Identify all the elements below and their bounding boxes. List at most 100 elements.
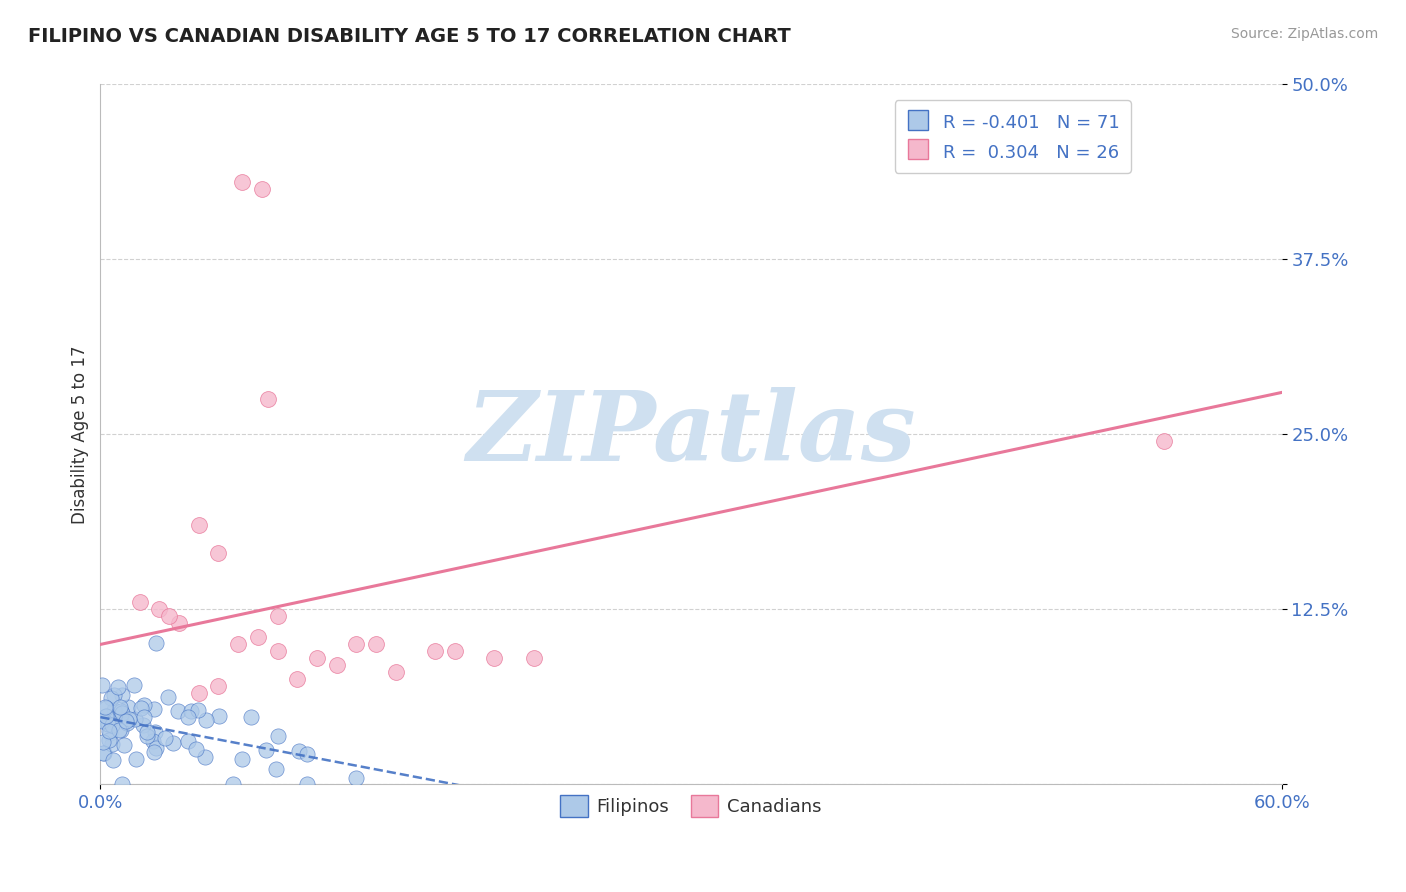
Point: [110, 723, 132, 737]
Point: [143, 702, 166, 716]
Point: [142, 734, 165, 748]
Point: [124, 712, 146, 726]
Point: [264, 762, 287, 776]
Point: [266, 644, 288, 658]
Point: [111, 777, 134, 791]
Point: [103, 753, 125, 767]
Point: [145, 741, 167, 756]
Point: [108, 723, 131, 737]
Point: [267, 729, 290, 743]
Point: [125, 752, 148, 766]
Point: [93, 747, 115, 761]
Point: [132, 717, 155, 731]
Point: [117, 715, 139, 730]
Point: [180, 704, 202, 718]
Point: [285, 673, 308, 687]
Point: [129, 700, 152, 714]
Point: [187, 518, 209, 533]
Point: [103, 688, 125, 702]
Point: [177, 710, 200, 724]
Point: [132, 709, 155, 723]
Point: [325, 658, 347, 673]
Point: [118, 712, 141, 726]
Point: [91, 714, 114, 729]
Point: [111, 706, 134, 721]
Point: [98, 724, 121, 739]
Point: [184, 742, 207, 756]
Y-axis label: Disability Age 5 to 17: Disability Age 5 to 17: [72, 345, 89, 524]
Point: [96, 701, 118, 715]
Point: [297, 777, 319, 791]
Point: [522, 651, 544, 665]
Point: [91, 735, 114, 749]
Point: [157, 609, 180, 624]
Point: [98, 732, 121, 747]
Point: [94, 709, 117, 723]
Point: [384, 665, 406, 680]
Point: [98, 715, 121, 730]
Point: [254, 743, 277, 757]
Point: [167, 616, 190, 631]
Point: [226, 637, 249, 651]
Point: [111, 688, 134, 702]
Point: [101, 717, 124, 731]
Point: [167, 704, 190, 718]
Point: [91, 678, 114, 692]
Point: [145, 636, 167, 650]
Legend: Filipinos, Canadians: Filipinos, Canadians: [553, 788, 828, 824]
Point: [108, 700, 131, 714]
Point: [364, 637, 387, 651]
Point: [136, 729, 159, 743]
Point: [93, 714, 115, 728]
Text: FILIPINO VS CANADIAN DISABILITY AGE 5 TO 17 CORRELATION CHART: FILIPINO VS CANADIAN DISABILITY AGE 5 TO…: [28, 27, 790, 45]
Point: [482, 651, 505, 665]
Point: [231, 176, 253, 190]
Point: [101, 712, 124, 726]
Point: [117, 699, 139, 714]
Point: [194, 750, 217, 764]
Point: [222, 777, 245, 791]
Point: [153, 731, 176, 745]
Point: [207, 680, 229, 694]
Point: [162, 736, 184, 750]
Point: [110, 704, 132, 718]
Point: [305, 651, 328, 665]
Point: [128, 595, 150, 609]
Point: [135, 725, 157, 739]
Point: [295, 747, 318, 762]
Point: [246, 631, 269, 645]
Point: [443, 644, 465, 658]
Point: [288, 744, 311, 758]
Point: [231, 752, 253, 766]
Point: [239, 709, 262, 723]
Point: [143, 745, 166, 759]
Point: [423, 644, 446, 658]
Text: Source: ZipAtlas.com: Source: ZipAtlas.com: [1230, 27, 1378, 41]
Point: [115, 714, 138, 728]
Point: [98, 725, 121, 739]
Point: [112, 738, 135, 752]
Point: [100, 691, 122, 706]
Point: [94, 700, 117, 714]
Point: [207, 546, 229, 560]
Point: [143, 725, 166, 739]
Point: [187, 702, 209, 716]
Point: [103, 703, 125, 717]
Point: [97, 717, 120, 731]
Point: [107, 680, 129, 694]
Point: [157, 690, 180, 704]
Point: [148, 602, 170, 616]
Point: [187, 686, 209, 700]
Point: [122, 678, 145, 692]
Point: [91, 746, 114, 760]
Point: [266, 609, 288, 624]
Text: ZIPatlas: ZIPatlas: [467, 387, 915, 482]
Point: [1153, 434, 1175, 449]
Point: [344, 772, 367, 786]
Point: [344, 637, 367, 651]
Point: [194, 713, 217, 727]
Point: [250, 182, 273, 196]
Point: [134, 698, 156, 713]
Point: [208, 709, 231, 723]
Point: [177, 733, 200, 747]
